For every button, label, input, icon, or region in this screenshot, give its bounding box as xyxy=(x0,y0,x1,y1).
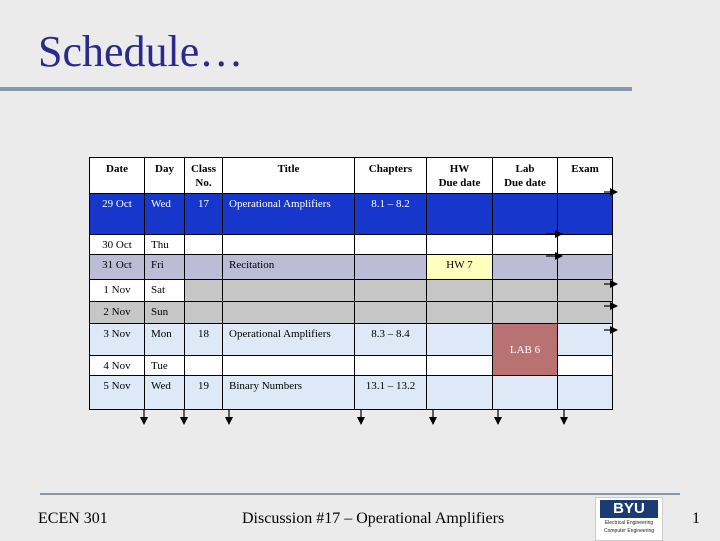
cell-hw xyxy=(426,234,493,255)
cell-lab-due: LAB 6 xyxy=(492,323,558,376)
cell-chapters xyxy=(354,279,427,302)
header-class-no: Class No. xyxy=(184,157,223,194)
cell-day: Sun xyxy=(144,301,185,324)
cell-chapters: 13.1 – 13.2 xyxy=(354,375,427,410)
cell-chapters xyxy=(354,355,427,376)
cell-lab xyxy=(492,279,558,302)
header-chapters: Chapters xyxy=(354,157,427,194)
cell-lab xyxy=(492,375,558,410)
cell-hw xyxy=(426,301,493,324)
cell-hw xyxy=(426,279,493,302)
cell-exam xyxy=(557,301,613,324)
schedule-table: Date Day Class No. Title Chapters HW Due d… xyxy=(89,157,613,410)
cell-class-no: 18 xyxy=(184,323,223,356)
byu-logo: BYU Electrical Engineering Computer Engi… xyxy=(595,497,663,541)
cell-date: 1 Nov xyxy=(89,279,145,302)
cell-chapters xyxy=(354,254,427,280)
cell-day: Sat xyxy=(144,279,185,302)
cell-title: Operational Amplifiers xyxy=(222,323,355,356)
logo-line1: Electrical Engineering xyxy=(604,520,654,526)
cell-date: 3 Nov xyxy=(89,323,145,356)
table-row: 2 Nov Sun xyxy=(89,301,613,324)
cell-date: 5 Nov xyxy=(89,375,145,410)
cell-class-no xyxy=(184,234,223,255)
cell-title: Operational Amplifiers xyxy=(222,193,355,235)
cell-hw xyxy=(426,323,493,356)
cell-class-no: 17 xyxy=(184,193,223,235)
cell-day: Fri xyxy=(144,254,185,280)
cell-exam xyxy=(557,234,613,255)
cell-date: 30 Oct xyxy=(89,234,145,255)
cell-exam xyxy=(557,279,613,302)
table-row: 1 Nov Sat xyxy=(89,279,613,302)
cell-exam xyxy=(557,323,613,356)
cell-title xyxy=(222,355,355,376)
cell-lab xyxy=(492,254,558,280)
course-code: ECEN 301 xyxy=(38,510,108,527)
cell-exam xyxy=(557,193,613,235)
header-lab-due: Lab Due date xyxy=(492,157,558,194)
cell-chapters: 8.1 – 8.2 xyxy=(354,193,427,235)
cell-day: Wed xyxy=(144,193,185,235)
cell-class-no xyxy=(184,254,223,280)
cell-title xyxy=(222,279,355,302)
cell-date: 2 Nov xyxy=(89,301,145,324)
cell-title: Binary Numbers xyxy=(222,375,355,410)
header-exam: Exam xyxy=(557,157,613,194)
cell-class-no xyxy=(184,279,223,302)
cell-day: Thu xyxy=(144,234,185,255)
cell-hw xyxy=(426,193,493,235)
cell-lab xyxy=(492,301,558,324)
cell-lab xyxy=(492,234,558,255)
footer-divider xyxy=(40,493,680,495)
page-number: 1 xyxy=(692,510,700,527)
table-row: 5 Nov Wed 19 Binary Numbers 13.1 – 13.2 xyxy=(89,375,613,410)
table-row: 30 Oct Thu xyxy=(89,234,613,255)
logo-brand: BYU xyxy=(600,500,658,518)
cell-exam xyxy=(557,375,613,410)
cell-hw-due: HW 7 xyxy=(426,254,493,280)
cell-title xyxy=(222,301,355,324)
cell-date: 29 Oct xyxy=(89,193,145,235)
cell-class-no xyxy=(184,301,223,324)
cell-class-no: 19 xyxy=(184,375,223,410)
table-row: 31 Oct Fri Recitation HW 7 xyxy=(89,254,613,280)
cell-title: Recitation xyxy=(222,254,355,280)
table-row: 4 Nov Tue xyxy=(89,355,613,376)
cell-lab xyxy=(492,193,558,235)
slide-title: Schedule… xyxy=(38,27,244,76)
cell-exam xyxy=(557,355,613,376)
title-divider xyxy=(0,87,632,91)
logo-line2: Computer Engineering xyxy=(603,528,655,534)
header-hw-due: HW Due date xyxy=(426,157,493,194)
cell-hw xyxy=(426,355,493,376)
header-date: Date xyxy=(89,157,145,194)
cell-exam xyxy=(557,254,613,280)
cell-date: 31 Oct xyxy=(89,254,145,280)
cell-date: 4 Nov xyxy=(89,355,145,376)
table-header-row: Date Day Class No. Title Chapters HW Due d… xyxy=(89,157,613,194)
cell-chapters xyxy=(354,234,427,255)
cell-chapters: 8.3 – 8.4 xyxy=(354,323,427,356)
cell-day: Tue xyxy=(144,355,185,376)
table-row: 3 Nov Mon 18 Operational Amplifiers 8.3 … xyxy=(89,323,613,376)
table-row: 29 Oct Wed 17 Operational Amplifiers 8.1… xyxy=(89,193,613,235)
cell-day: Mon xyxy=(144,323,185,356)
cell-chapters xyxy=(354,301,427,324)
header-day: Day xyxy=(144,157,185,194)
cell-hw xyxy=(426,375,493,410)
cell-class-no xyxy=(184,355,223,376)
cell-title xyxy=(222,234,355,255)
slide-footer-title: Discussion #17 – Operational Amplifiers xyxy=(242,510,505,527)
cell-day: Wed xyxy=(144,375,185,410)
header-title: Title xyxy=(222,157,355,194)
